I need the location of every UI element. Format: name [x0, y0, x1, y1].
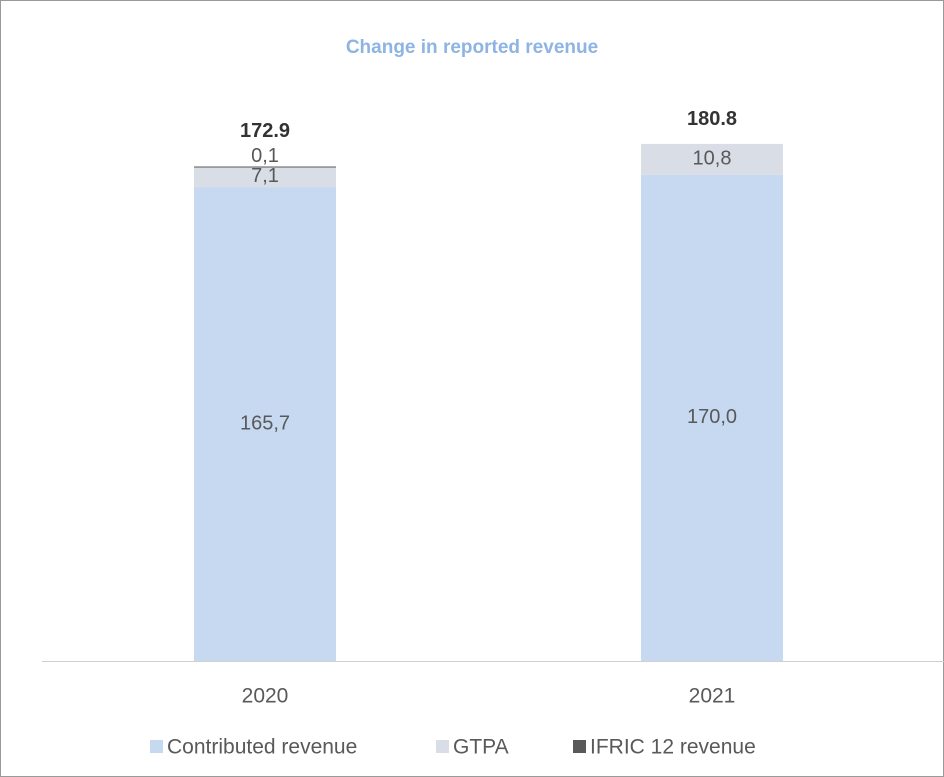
bar-segment — [641, 143, 783, 175]
bar-segment — [641, 174, 783, 662]
value-label: 10,8 — [693, 148, 732, 170]
legend-label: IFRIC 12 revenue — [590, 736, 756, 759]
x-tick-label: 2020 — [242, 685, 289, 708]
legend-label: GTPA — [453, 736, 509, 759]
value-label: 0,1 — [251, 145, 279, 167]
legend-swatch — [150, 740, 163, 753]
legend-swatch — [573, 740, 586, 753]
x-tick-label: 2021 — [689, 685, 736, 708]
value-label: 165,7 — [240, 412, 290, 434]
total-label: 180.8 — [687, 108, 737, 130]
chart-title: Change in reported revenue — [346, 37, 598, 58]
legend-swatch — [436, 740, 449, 753]
legend-label: Contributed revenue — [167, 736, 357, 759]
value-label: 7,1 — [251, 165, 279, 187]
total-label: 172.9 — [240, 120, 290, 142]
value-label: 170,0 — [687, 406, 737, 428]
bar-segment — [194, 166, 336, 188]
bar-segment — [194, 187, 336, 661]
bar-segment — [194, 166, 336, 168]
